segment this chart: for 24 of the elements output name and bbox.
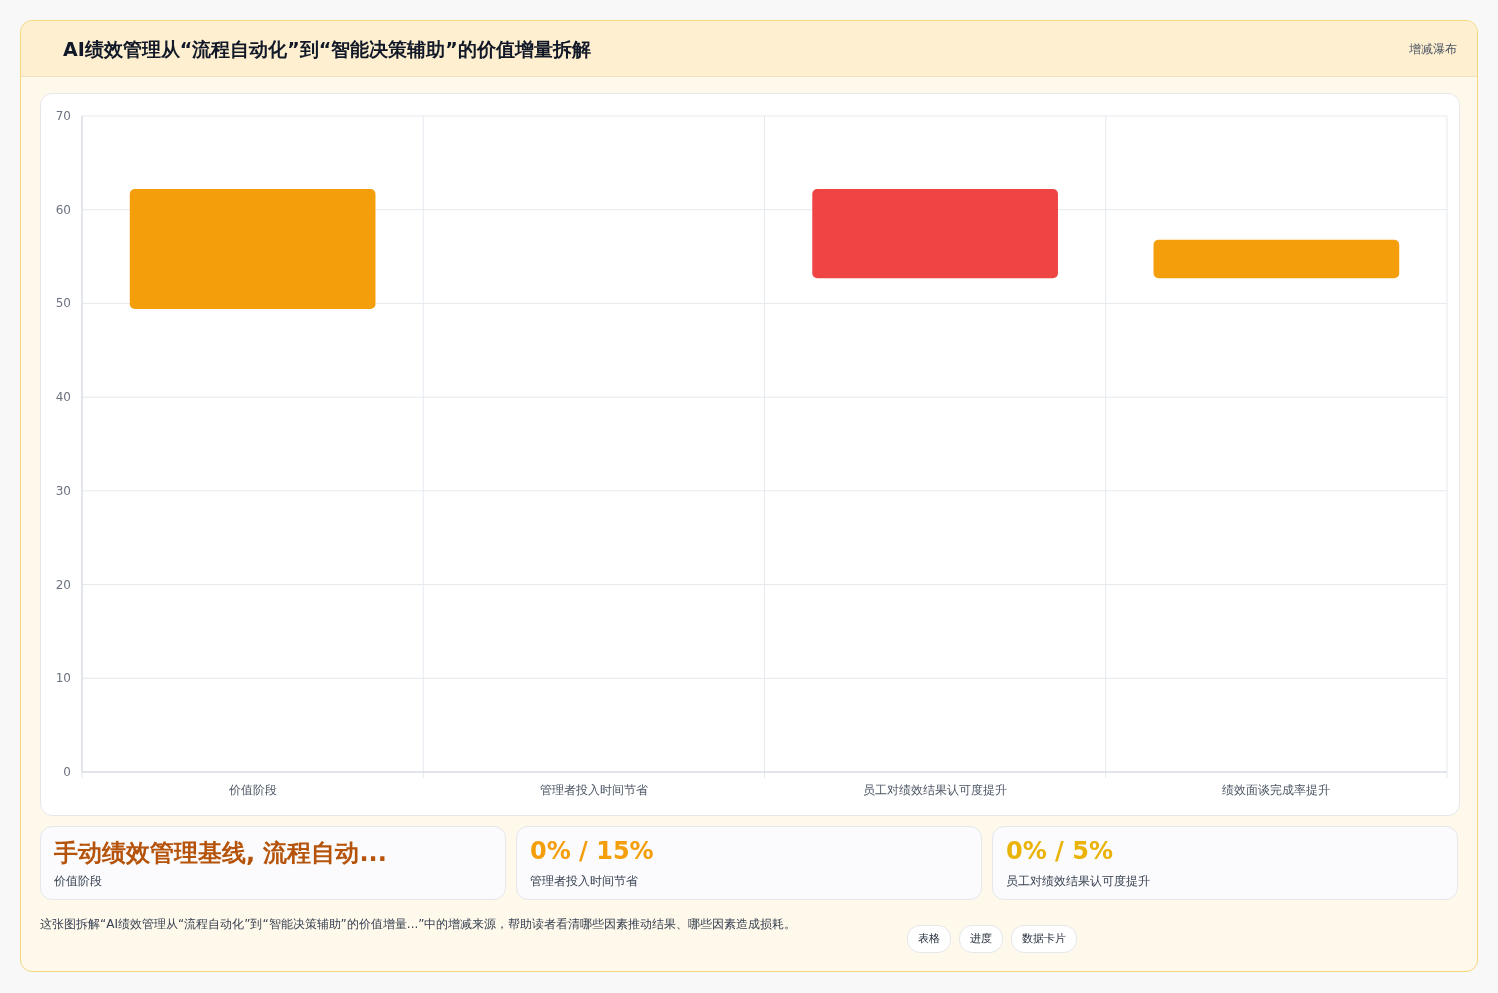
y-tick-label: 10 <box>55 671 71 686</box>
y-tick-label: 40 <box>55 390 71 405</box>
chart-title: AI绩效管理从“流程自动化”到“智能决策辅助”的价值增量拆解 <box>63 37 591 62</box>
chart-subtitle: 增减瀑布 <box>1409 41 1457 58</box>
text: 表格 <box>907 925 951 953</box>
x-tick-label: 管理者投入时间节省 <box>539 783 648 797</box>
y-tick-label: 70 <box>55 109 71 123</box>
y-tick-label: 0 <box>63 765 71 779</box>
text: 数据卡片 <box>1011 925 1077 953</box>
text: 这张图拆解“AI绩效管理从“流程自动化”到“智能决策辅助”的价值增量...”中的增减来源，帮助读者看清哪些因素推动结果、哪些因素造成损耗。 <box>40 916 798 933</box>
text: 员工对绩效结果认可度提升 <box>1006 873 1150 890</box>
y-tick-label: 20 <box>55 577 71 592</box>
text: 0% / 15% <box>530 837 654 865</box>
x-tick-label: 价值阶段 <box>227 783 277 797</box>
text: 0% / 5% <box>1006 837 1113 865</box>
y-tick-label: 30 <box>55 483 71 498</box>
y-tick-label: 60 <box>55 202 71 217</box>
y-tick-label: 50 <box>55 296 71 311</box>
text: 进度 <box>959 925 1003 953</box>
text: 管理者投入时间节省 <box>530 873 638 890</box>
x-tick-label: 绩效面谈完成率提升 <box>1222 783 1331 797</box>
text: 价值阶段 <box>54 873 102 890</box>
text: 手动绩效管理基线, 流程自动... <box>54 838 387 869</box>
x-tick-label: 员工对绩效结果认可度提升 <box>863 783 1008 797</box>
